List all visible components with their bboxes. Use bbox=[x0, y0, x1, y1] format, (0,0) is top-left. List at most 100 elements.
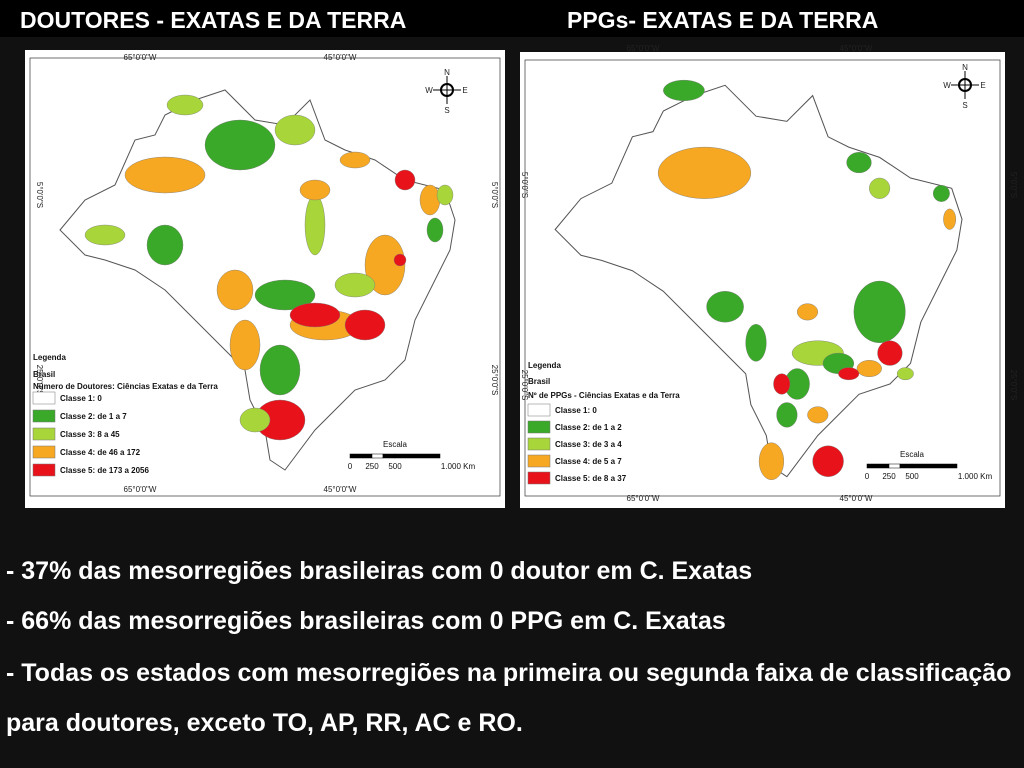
region bbox=[299, 179, 331, 201]
legend-text: Número de Doutores: Ciências Exatas e da… bbox=[33, 382, 218, 391]
legend-text: Legenda bbox=[33, 353, 66, 362]
scale-bar bbox=[911, 463, 958, 469]
region bbox=[166, 94, 204, 116]
longitude-label: 45°0'0"W bbox=[324, 53, 357, 62]
latitude-label: 25°0'0"S bbox=[1009, 370, 1018, 401]
legend-label: Classe 4: de 5 a 7 bbox=[555, 457, 622, 466]
compass-letter: N bbox=[962, 63, 968, 72]
legend-label: Classe 5: de 173 a 2056 bbox=[60, 466, 150, 475]
legend-label: Classe 1: 0 bbox=[555, 406, 597, 415]
region bbox=[796, 303, 819, 321]
compass-cross bbox=[951, 71, 979, 99]
region bbox=[419, 184, 441, 216]
region bbox=[896, 367, 914, 381]
region bbox=[254, 279, 316, 311]
region bbox=[216, 269, 254, 311]
legend-label: Classe 4: de 46 a 172 bbox=[60, 448, 141, 457]
compass-letter: E bbox=[462, 86, 467, 95]
region bbox=[339, 151, 371, 169]
scale-label: 500 bbox=[905, 472, 919, 481]
region bbox=[838, 367, 860, 381]
legend-swatch bbox=[32, 391, 56, 405]
region bbox=[394, 169, 416, 191]
region bbox=[274, 114, 316, 146]
legend-label: Classe 1: 0 bbox=[60, 394, 102, 403]
region bbox=[776, 402, 798, 428]
scale-label: 1.000 Km bbox=[441, 462, 476, 471]
scale-bar bbox=[888, 463, 901, 469]
scale-bar bbox=[371, 453, 384, 459]
bullet: - 37% das mesorregiões brasileiras com 0… bbox=[6, 557, 753, 585]
region bbox=[304, 194, 326, 256]
region bbox=[877, 340, 903, 366]
legend-label: Classe 2: de 1 a 7 bbox=[60, 412, 127, 421]
maps: DOUTORES - EXATAS E DA TERRA PPGs- EXATA… bbox=[0, 0, 1024, 508]
region bbox=[706, 291, 744, 323]
region bbox=[84, 224, 126, 246]
legend-label: Classe 3: 8 a 45 bbox=[60, 430, 120, 439]
bullet: - 66% das mesorregiões brasileiras com 0… bbox=[6, 607, 726, 635]
longitude-label: 65°0'0"W bbox=[627, 494, 660, 503]
region bbox=[393, 253, 407, 267]
scale-title: Escala bbox=[383, 440, 408, 449]
compass-letter: S bbox=[444, 106, 449, 115]
compass-cross bbox=[433, 76, 461, 104]
legend-text: Nº de PPGs - Ciências Exatas e da Terra bbox=[528, 391, 680, 400]
legend-text: Brasil bbox=[33, 370, 55, 379]
scale-title: Escala bbox=[900, 450, 925, 459]
legend-swatch bbox=[32, 463, 56, 477]
legend-label: Classe 2: de 1 a 2 bbox=[555, 423, 622, 432]
region bbox=[364, 234, 406, 296]
legend-swatch bbox=[32, 445, 56, 459]
region bbox=[853, 280, 906, 344]
legend-swatch bbox=[32, 427, 56, 441]
legend-label: Classe 5: de 8 a 37 bbox=[555, 474, 627, 483]
compass-letter: W bbox=[425, 86, 433, 95]
region bbox=[812, 445, 844, 477]
region bbox=[869, 177, 891, 199]
map bbox=[59, 89, 456, 471]
header-bar bbox=[0, 0, 1024, 37]
map bbox=[554, 79, 963, 480]
legend-swatch bbox=[527, 403, 551, 417]
scale-bar bbox=[349, 453, 373, 459]
region bbox=[663, 79, 705, 101]
legend-swatch bbox=[32, 409, 56, 423]
region bbox=[758, 442, 785, 480]
region bbox=[932, 185, 950, 202]
region bbox=[807, 406, 829, 424]
latitude-label: 5°0'0"S bbox=[35, 182, 44, 208]
scale-label: 0 bbox=[865, 472, 870, 481]
compass-letter: S bbox=[962, 101, 967, 110]
region bbox=[229, 319, 261, 371]
region bbox=[426, 217, 444, 243]
left-title: DOUTORES - EXATAS E DA TERRA bbox=[20, 7, 406, 33]
latitude-label: 5°0'0"S bbox=[490, 182, 499, 208]
latitude-label: 25°0'0"S bbox=[35, 365, 44, 396]
scale-label: 0 bbox=[348, 462, 353, 471]
region bbox=[344, 309, 386, 341]
map-frame bbox=[29, 57, 501, 497]
region bbox=[657, 146, 752, 199]
compass-letter: W bbox=[943, 81, 951, 90]
scale-label: 250 bbox=[882, 472, 896, 481]
region bbox=[846, 152, 872, 174]
legend-swatch bbox=[527, 471, 551, 485]
legend-text: Legenda bbox=[528, 361, 561, 370]
region bbox=[124, 156, 206, 194]
latitude-label: 25°0'0"S bbox=[520, 370, 529, 401]
region bbox=[943, 208, 957, 230]
scale-bar bbox=[866, 463, 890, 469]
longitude-label: 45°0'0"W bbox=[840, 494, 873, 503]
region bbox=[436, 184, 454, 206]
latitude-label: 5°0'0"S bbox=[520, 172, 529, 198]
longitude-label: 65°0'0"W bbox=[124, 485, 157, 494]
region bbox=[204, 119, 276, 171]
latitude-label: 5°0'0"S bbox=[1009, 172, 1018, 198]
latitude-label: 25°0'0"S bbox=[490, 365, 499, 396]
legend-text: Brasil bbox=[528, 377, 550, 386]
scale-label: 500 bbox=[388, 462, 402, 471]
legend-swatch bbox=[527, 420, 551, 434]
legend-swatch bbox=[527, 437, 551, 451]
